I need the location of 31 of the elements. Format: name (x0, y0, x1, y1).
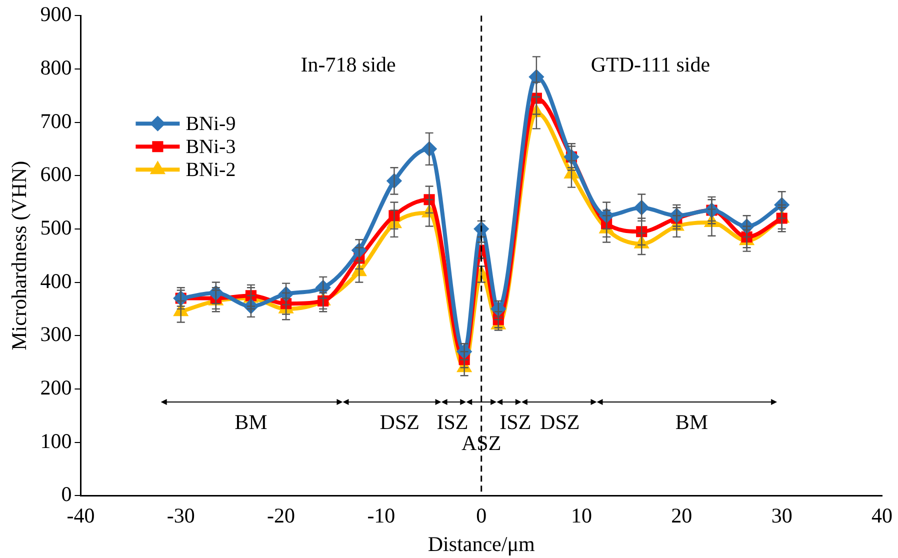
annotation: DSZ (380, 410, 420, 434)
y-tick-label: 0 (61, 482, 72, 506)
y-tick-label: 400 (40, 268, 72, 293)
annotation: DSZ (540, 410, 580, 434)
x-tick-label: -10 (367, 504, 396, 528)
legend-label: BNi-3 (186, 136, 236, 158)
legend-label: BNi-2 (186, 158, 236, 181)
y-tick-label: 600 (40, 162, 72, 186)
x-tick-label: -40 (66, 504, 95, 528)
x-tick-label: -30 (166, 504, 195, 528)
annotation: BM (675, 410, 708, 434)
y-tick-label: 800 (40, 55, 72, 80)
y-tick-label: 300 (40, 322, 72, 346)
annotation: BM (234, 410, 268, 434)
y-tick-label: 700 (40, 108, 72, 133)
x-axis-title: Distance/μm (428, 532, 535, 556)
legend-label: BNi-9 (186, 112, 236, 135)
x-tick-label: 0 (476, 504, 487, 528)
annotation: GTD-111 side (590, 52, 710, 77)
annotation: ISZ (500, 410, 532, 434)
y-tick-label: 200 (40, 375, 72, 400)
x-tick-label: 40 (872, 504, 892, 528)
x-tick-label: 20 (671, 504, 692, 528)
y-axis-title: Microhardness (VHN) (7, 160, 32, 350)
y-tick-label: 900 (40, 2, 72, 26)
y-tick-label: 100 (40, 428, 72, 453)
x-tick-label: -20 (267, 504, 296, 528)
annotation: In-718 side (300, 52, 396, 77)
x-tick-label: 10 (571, 504, 592, 528)
y-tick-label: 500 (40, 215, 72, 240)
x-tick-label: 30 (771, 504, 792, 528)
